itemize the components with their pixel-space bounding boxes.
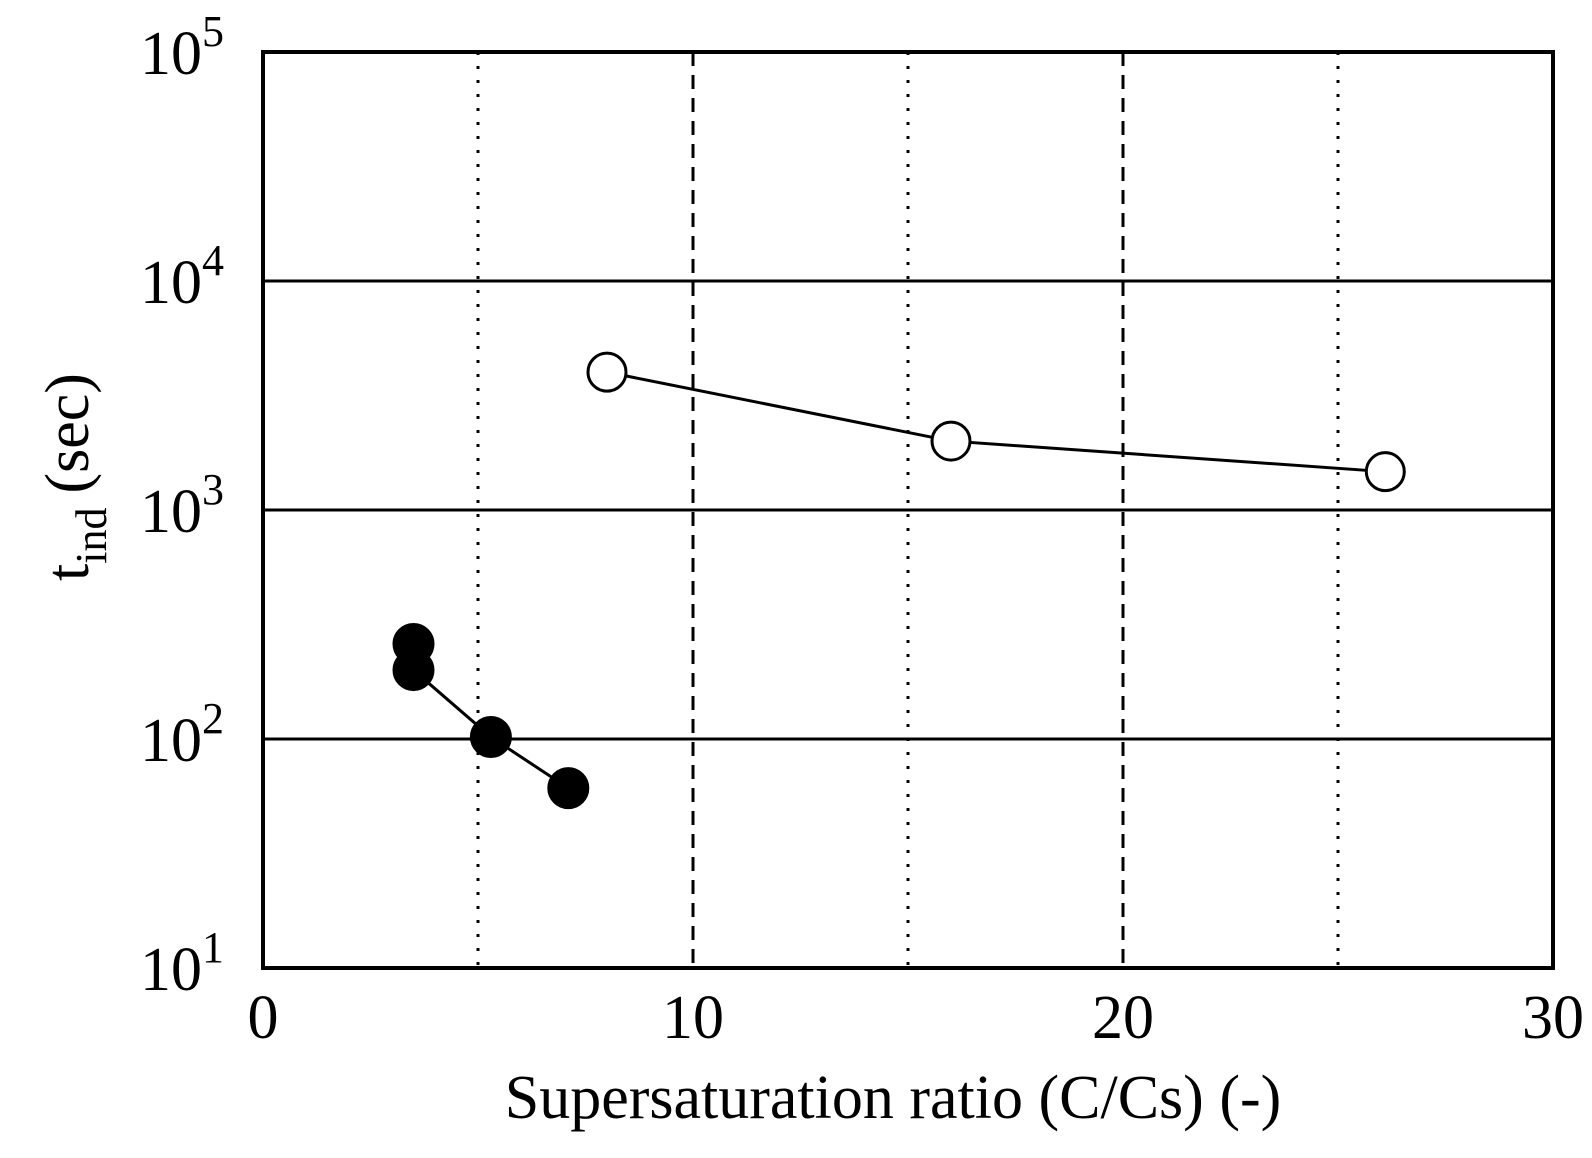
y-axis-title-subscript: ind (67, 508, 116, 564)
open-series-line (606, 370, 1386, 474)
y-tick-label-1000: 103 (140, 465, 224, 546)
filled-point-3 (469, 716, 512, 759)
tick-label-layer: 0 10 20 30 101 102 103 104 105 (140, 7, 1584, 1052)
y-tick-label-10000: 104 (140, 236, 224, 317)
open-point-1 (586, 351, 628, 393)
x-tick-label-30: 30 (1522, 984, 1584, 1052)
y-tick-label-100000: 105 (140, 7, 224, 88)
y-tick-label-10: 101 (140, 923, 224, 1004)
y-axis-title-main: t (34, 564, 102, 581)
filled-point-4 (547, 767, 590, 810)
filled-point-2 (392, 649, 435, 692)
grid-layer (263, 52, 1553, 968)
x-tick-label-20: 20 (1092, 984, 1154, 1052)
x-tick-label-10: 10 (662, 984, 724, 1052)
series-layer (392, 351, 1406, 810)
frame-layer (261, 50, 1555, 970)
open-point-3 (1364, 451, 1406, 493)
x-tick-label-0: 0 (248, 984, 279, 1052)
y-tick-label-100: 102 (140, 694, 224, 775)
y-axis-title-unit: (sec) (34, 373, 102, 493)
plot-frame (261, 50, 1555, 970)
x-axis-title: Supersaturation ratio (C/Cs) (-) (505, 1064, 1282, 1132)
y-axis-title: tind (sec) (34, 373, 116, 581)
open-point-2 (930, 420, 972, 462)
